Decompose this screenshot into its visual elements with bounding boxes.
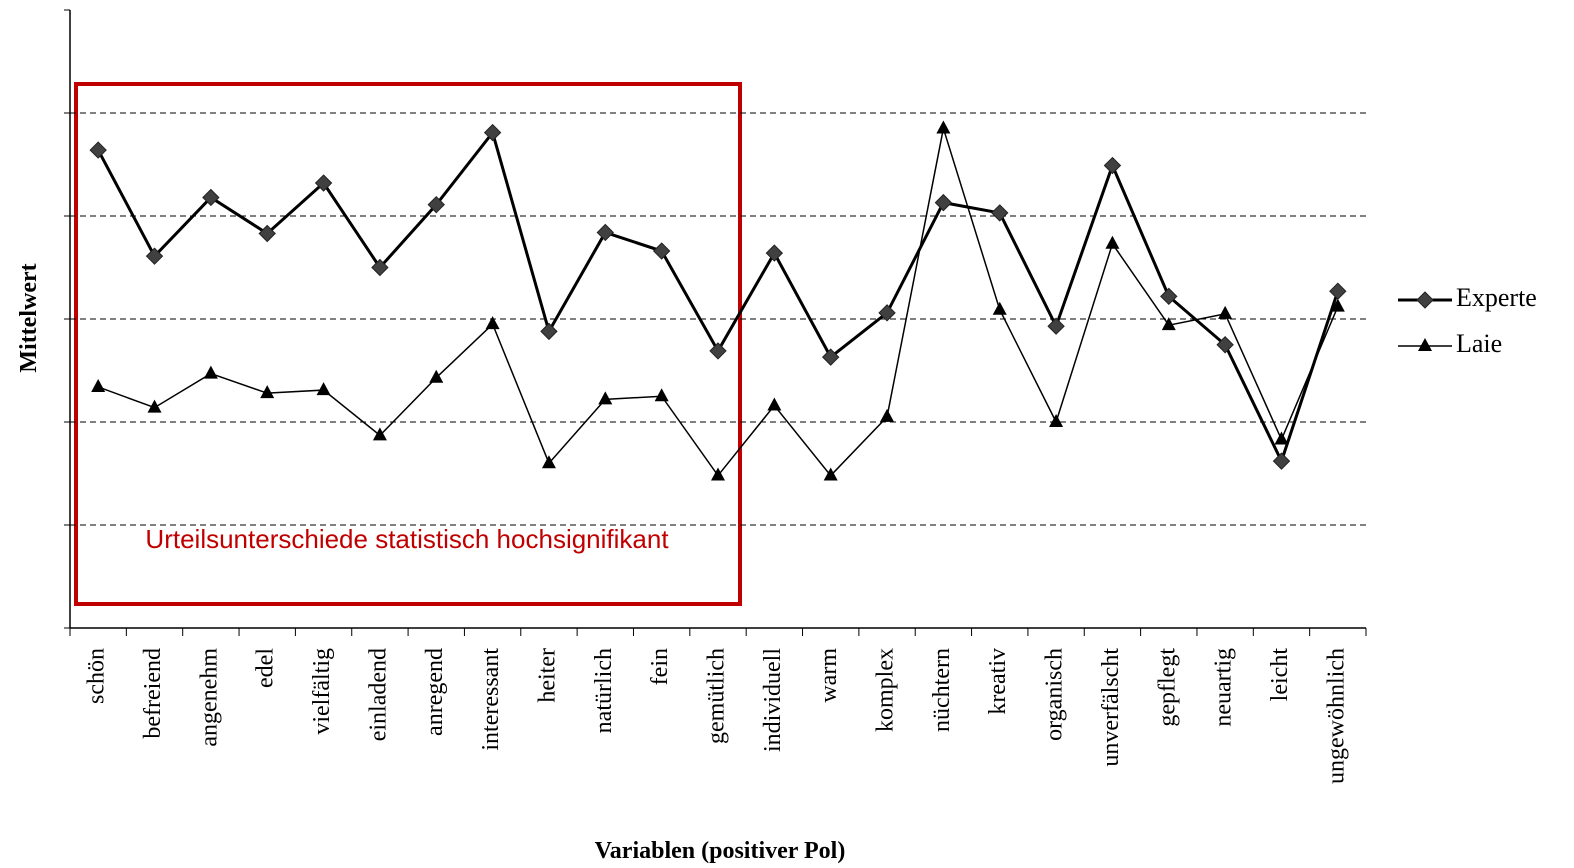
marker [654,388,669,402]
marker [596,223,615,242]
x-tick-label: neuartig [1211,648,1237,727]
marker [821,348,840,366]
x-tick-label: einladend [365,648,391,741]
marker [767,397,782,411]
x-tick-label: organisch [1042,648,1068,741]
marker [1160,287,1178,306]
marker [483,123,502,142]
x-tick-label: vielfältig [309,648,335,735]
x-tick-label: ungewöhnlich [1323,648,1349,784]
marker [91,378,106,392]
series-line [96,129,1340,466]
marker [372,427,387,441]
x-tick-label: befreiend [140,648,166,739]
marker [371,258,389,277]
x-tick-label: natürlich [591,648,617,733]
marker [540,322,558,341]
x-tick-label: komplex [873,648,899,732]
marker [1049,414,1064,427]
marker [598,391,613,405]
marker [936,120,951,134]
marker [260,385,275,399]
marker [823,467,838,481]
marker [765,244,784,262]
marker [711,467,725,481]
marker [878,304,896,322]
marker [1161,317,1176,331]
marker [427,195,445,214]
marker [1416,291,1434,309]
x-tick-label: individuell [760,648,786,752]
marker [147,399,162,413]
x-tick-label: angenehm [196,648,222,747]
marker [1218,305,1233,319]
marker [652,242,671,260]
marker [1418,338,1432,351]
x-tick-label: schön [84,648,110,704]
x-tick-label: nüchtern [929,648,955,732]
marker [541,455,556,469]
annotation-box [74,82,742,606]
marker [429,369,444,383]
marker [202,188,220,207]
marker [1105,235,1120,249]
marker [1329,282,1347,300]
legend-label: Experte [1456,283,1537,312]
x-tick-label: gemütlich [704,648,730,744]
x-tick-label: interessant [478,648,504,751]
x-tick-label: edel [253,648,279,688]
marker [203,365,218,379]
x-tick-label: warm [816,648,842,703]
marker [485,316,500,330]
marker [316,382,331,396]
x-axis-title: Variablen (positiver Pol) [595,838,846,864]
marker [1216,336,1234,354]
marker [1274,431,1289,445]
x-tick-label: fein [647,648,673,685]
marker [314,174,333,192]
marker [1103,156,1122,175]
marker [991,204,1009,222]
x-tick-label: unverfälscht [1098,648,1124,767]
annotation: Urteilsunterschiede statistisch hochsign… [145,524,669,554]
marker [258,224,276,243]
marker [145,247,164,265]
x-tick-label: gepflegt [1154,648,1180,727]
marker [709,342,727,360]
marker [992,301,1007,315]
legend-label: Laie [1456,329,1502,358]
x-tick-label: heiter [534,648,560,703]
marker [1047,317,1065,335]
marker [1272,452,1291,470]
x-tick-label: leicht [1267,648,1293,702]
x-tick-label: kreativ [985,648,1011,715]
marker [880,408,895,422]
y-axis-title: Mittelwert [16,263,42,372]
series-line [97,128,1339,477]
marker [89,141,107,159]
marker [934,193,953,212]
x-tick-label: anregend [422,648,448,736]
marker [1330,298,1345,312]
